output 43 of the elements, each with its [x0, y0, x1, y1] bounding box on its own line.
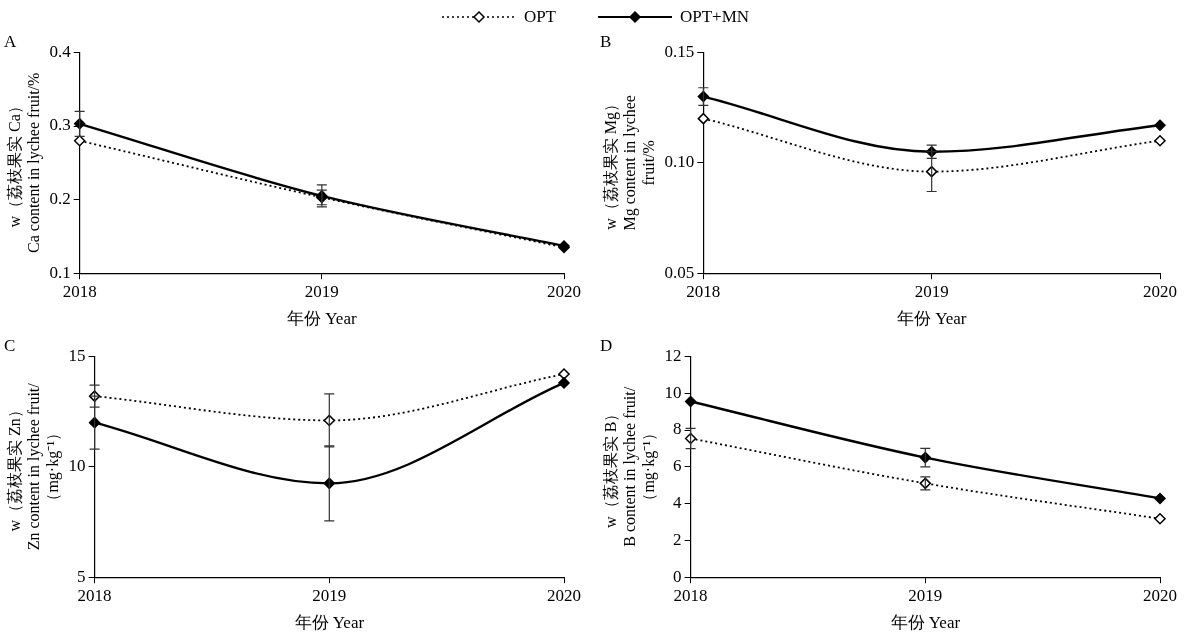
y-tick-label: 4: [673, 493, 683, 513]
y-tick-label: 15: [68, 345, 86, 365]
legend-label: OPT: [523, 7, 556, 27]
y-axis-title: w（荔枝果实 Ca） Ca content in lychee fruit/%: [5, 72, 43, 253]
y-tick-label: 0.3: [49, 115, 71, 135]
chart-title: A: [4, 31, 17, 51]
x-tick-label: 2020: [1143, 281, 1177, 301]
y-tick-label: 10: [664, 382, 682, 402]
chart-title: C: [4, 335, 16, 355]
y-axis-title: w（荔枝果实 Zn） Zn content in lychee fruit/ （mg·kg⁻¹）: [5, 382, 63, 551]
x-axis-title: 年份 Year: [294, 613, 365, 633]
chart-title: B: [600, 31, 612, 51]
y-tick-label: 10: [68, 456, 86, 476]
x-tick-label: 2020: [547, 281, 581, 301]
y-tick-label: 8: [673, 419, 682, 439]
chart-title: D: [600, 335, 613, 355]
x-tick-label: 2020: [547, 585, 581, 605]
x-tick-label: 2018: [673, 585, 708, 605]
x-tick-label: 2019: [312, 585, 347, 605]
y-tick-label: 0.4: [49, 41, 72, 61]
y-tick-label: 0.1: [49, 262, 71, 282]
x-axis-title: 年份 Year: [890, 613, 961, 633]
y-tick-label: 0: [673, 566, 682, 586]
y-axis-title: w（荔枝果实 Mg） Mg content in lychee fruit/%: [601, 95, 658, 231]
x-axis-title: 年份 Year: [287, 309, 357, 329]
x-tick-label: 2020: [1143, 585, 1177, 605]
x-tick-label: 2019: [304, 281, 339, 301]
x-tick-label: 2018: [686, 281, 721, 301]
legend-label: OPT+MN: [680, 7, 750, 27]
y-tick-label: 12: [664, 345, 682, 365]
y-tick-label: 0.2: [49, 189, 71, 209]
y-tick-label: 0.15: [664, 41, 695, 61]
y-tick-label: 6: [673, 456, 682, 476]
x-tick-label: 2018: [77, 585, 112, 605]
x-tick-label: 2019: [914, 281, 949, 301]
y-axis-title: w（荔枝果实 B） B content in lychee fruit/ （mg·kg⁻¹）: [601, 386, 659, 547]
y-tick-label: 2: [673, 529, 682, 549]
y-tick-label: 0.05: [664, 262, 695, 282]
x-axis-title: 年份 Year: [896, 309, 967, 329]
y-tick-label: 0.10: [664, 152, 695, 172]
x-tick-label: 2019: [908, 585, 943, 605]
y-tick-label: 5: [77, 566, 86, 586]
x-tick-label: 2018: [62, 281, 97, 301]
